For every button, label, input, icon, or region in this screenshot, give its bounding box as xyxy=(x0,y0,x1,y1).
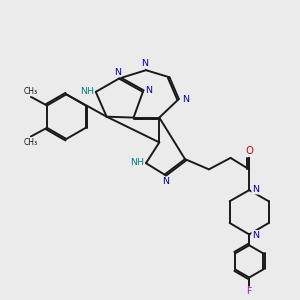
Text: N: N xyxy=(252,185,259,194)
Text: N: N xyxy=(141,59,148,68)
Text: NH: NH xyxy=(130,158,144,167)
Text: CH₃: CH₃ xyxy=(23,138,37,147)
Text: N: N xyxy=(114,68,121,77)
Text: N: N xyxy=(162,177,169,186)
Text: NH: NH xyxy=(80,87,94,96)
Text: N: N xyxy=(182,95,189,104)
Text: N: N xyxy=(146,86,153,95)
Text: O: O xyxy=(245,146,253,156)
Text: CH₃: CH₃ xyxy=(23,87,37,96)
Text: F: F xyxy=(247,287,252,296)
Text: N: N xyxy=(252,231,259,240)
